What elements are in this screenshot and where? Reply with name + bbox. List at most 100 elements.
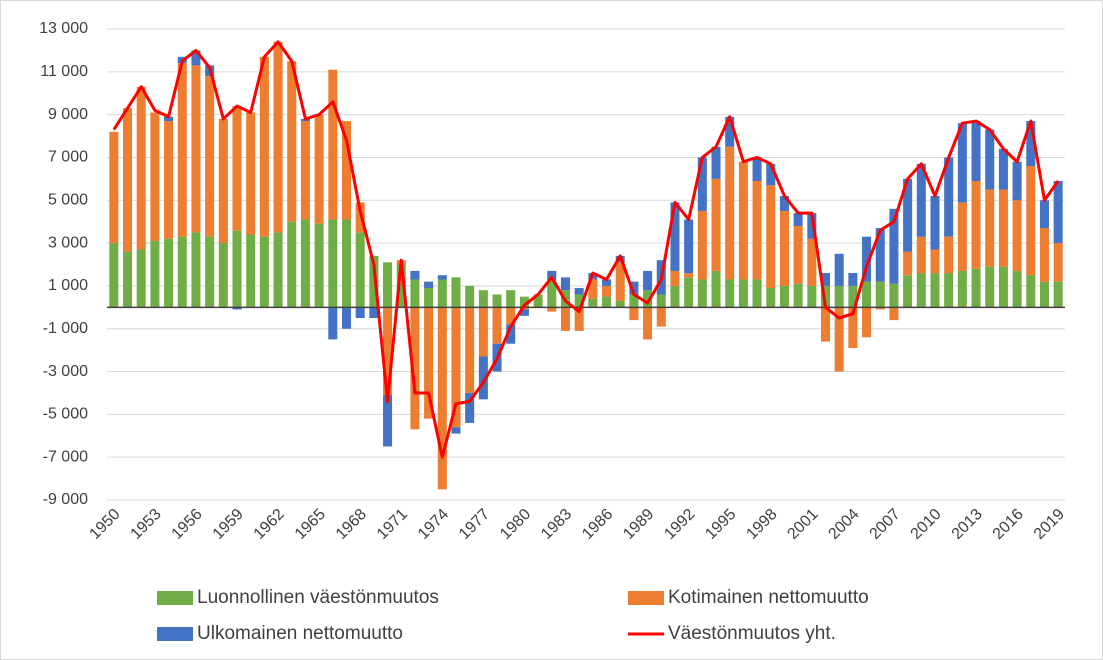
- bar: [478, 356, 488, 400]
- bar: [519, 296, 529, 308]
- bar: [916, 273, 926, 308]
- bar: [218, 118, 228, 244]
- bar: [629, 281, 639, 295]
- bar: [1012, 270, 1022, 308]
- bar: [629, 307, 639, 321]
- bar: [820, 273, 831, 286]
- bar: [656, 307, 666, 327]
- bar: [355, 232, 365, 308]
- bar: [177, 63, 187, 237]
- bar: [643, 290, 653, 308]
- bar: [1026, 121, 1036, 167]
- bar: [273, 232, 283, 308]
- bar: [848, 307, 858, 348]
- bar: [492, 307, 502, 344]
- bar: [1012, 200, 1022, 271]
- bar: [602, 296, 612, 308]
- bar: [1039, 228, 1049, 282]
- bar: [752, 181, 762, 280]
- bar: [383, 395, 393, 447]
- bar: [752, 157, 762, 182]
- bar: [684, 219, 694, 274]
- bar: [916, 236, 926, 274]
- bar: [848, 285, 858, 308]
- bar: [971, 121, 981, 182]
- bar: [602, 285, 612, 297]
- bar: [998, 189, 1008, 267]
- bar: [725, 116, 735, 147]
- bar: [875, 281, 885, 308]
- bar: [328, 69, 338, 220]
- bar: [944, 236, 954, 274]
- bar: [109, 131, 119, 244]
- bar: [328, 307, 338, 340]
- y-tick-label: 13 000: [39, 20, 88, 37]
- bar: [862, 236, 872, 282]
- bar: [793, 213, 803, 226]
- bar: [164, 121, 174, 239]
- bar: [424, 288, 434, 308]
- bar: [205, 76, 215, 237]
- legend-label: Kotimainen nettomuutto: [668, 587, 869, 608]
- bar: [437, 275, 447, 280]
- bar: [779, 210, 789, 286]
- bar: [410, 279, 420, 308]
- y-tick-label: 3 000: [48, 234, 88, 251]
- y-tick-label: 5 000: [48, 191, 88, 208]
- y-tick-label: -3 000: [43, 363, 88, 380]
- bar: [109, 243, 119, 308]
- y-tick-label: 1 000: [48, 277, 88, 294]
- bar: [1026, 275, 1036, 308]
- bar: [670, 285, 680, 308]
- line: [112, 40, 1060, 459]
- y-tick-label: -9 000: [43, 491, 88, 508]
- bar: [875, 307, 885, 310]
- bar: [807, 238, 817, 286]
- bar: [862, 307, 872, 338]
- bar: [670, 202, 680, 271]
- y-tick-label: 11 000: [40, 63, 88, 80]
- bar: [341, 121, 352, 220]
- bar: [1053, 281, 1063, 308]
- bar: [697, 157, 707, 211]
- bar: [300, 121, 310, 220]
- bar: [889, 283, 899, 308]
- bar: [287, 61, 297, 222]
- bar: [711, 178, 721, 271]
- bar: [834, 253, 844, 286]
- bar: [998, 266, 1008, 308]
- bar: [164, 116, 174, 122]
- bar: [574, 294, 584, 308]
- bar: [602, 279, 612, 286]
- bar: [273, 41, 283, 233]
- bar: [998, 148, 1008, 190]
- bar: [355, 202, 365, 233]
- bar: [930, 249, 940, 274]
- bar: [533, 294, 543, 308]
- bar: [807, 213, 817, 239]
- bar: [150, 240, 160, 308]
- bar: [547, 279, 557, 308]
- bar: [985, 189, 995, 267]
- bar: [1053, 243, 1063, 282]
- bar: [574, 288, 584, 295]
- bar: [314, 223, 324, 308]
- y-tick-label: 9 000: [48, 106, 88, 123]
- bar: [807, 285, 817, 308]
- bar: [848, 273, 858, 286]
- bar: [588, 279, 598, 299]
- bar: [246, 112, 256, 235]
- bar: [519, 309, 529, 316]
- bar: [547, 307, 557, 312]
- bar: [834, 307, 844, 372]
- bar: [903, 251, 913, 276]
- bar: [410, 270, 420, 280]
- bar: [889, 208, 899, 284]
- bar: [1012, 161, 1022, 201]
- bar: [123, 251, 133, 308]
- bar: [396, 264, 406, 308]
- bar: [218, 243, 228, 308]
- bar: [985, 266, 995, 308]
- bar: [957, 202, 967, 271]
